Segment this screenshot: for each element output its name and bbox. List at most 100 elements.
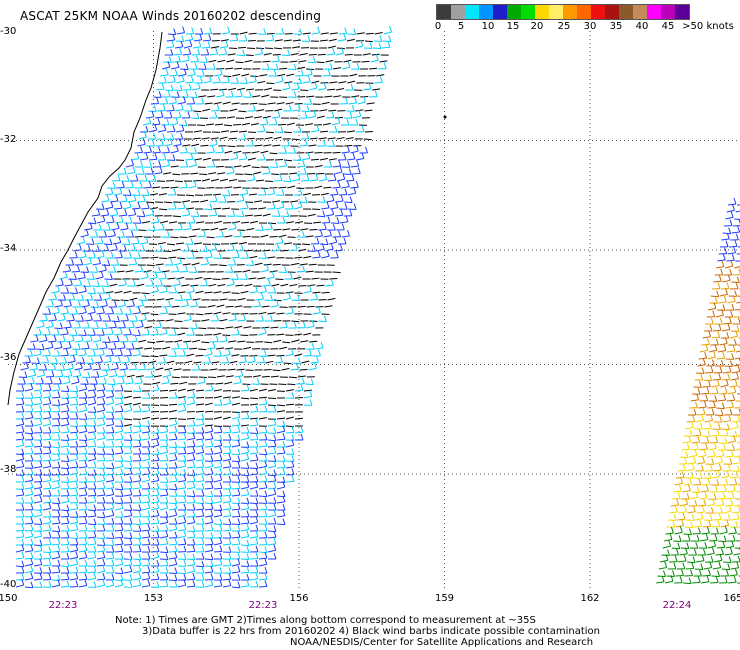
wind-barb bbox=[123, 532, 133, 539]
wind-barb bbox=[167, 75, 176, 84]
wind-barb bbox=[264, 222, 273, 231]
wind-barb bbox=[258, 551, 268, 560]
wind-barb bbox=[141, 495, 151, 504]
wind-barb bbox=[150, 531, 160, 539]
wind-barb bbox=[204, 497, 214, 505]
wind-barb bbox=[150, 538, 160, 546]
wind-barb bbox=[247, 104, 256, 112]
wind-barb bbox=[210, 314, 219, 322]
wind-barb bbox=[136, 244, 145, 252]
wind-barb bbox=[153, 91, 162, 98]
wind-barb bbox=[294, 333, 303, 336]
wind-barb bbox=[195, 531, 205, 539]
wind-barb bbox=[15, 560, 25, 568]
wind-barb bbox=[261, 63, 270, 70]
wind-barb bbox=[364, 40, 373, 43]
legend-swatch bbox=[661, 5, 675, 19]
wind-barb bbox=[33, 439, 43, 448]
wind-barb bbox=[118, 278, 127, 287]
wind-barb bbox=[15, 488, 25, 497]
wind-barb bbox=[105, 454, 115, 462]
wind-barb bbox=[87, 581, 97, 588]
wind-barb bbox=[210, 178, 219, 182]
wind-barb bbox=[222, 453, 232, 462]
wind-barb bbox=[162, 60, 171, 70]
wind-barb bbox=[324, 305, 333, 308]
wind-barb bbox=[216, 327, 225, 330]
wind-barb bbox=[303, 255, 312, 259]
wind-barb bbox=[195, 290, 204, 294]
wind-barb bbox=[332, 181, 341, 189]
wind-barb bbox=[62, 376, 71, 385]
wind-barb bbox=[159, 354, 168, 357]
wind-barb bbox=[48, 293, 58, 301]
wind-barb bbox=[42, 489, 52, 497]
wind-barb bbox=[285, 455, 295, 462]
wind-barb bbox=[177, 426, 187, 434]
wind-barb bbox=[87, 461, 97, 469]
wind-barb bbox=[720, 429, 729, 437]
wind-barb bbox=[150, 328, 159, 336]
wind-barb bbox=[719, 387, 728, 395]
wind-barb bbox=[696, 554, 705, 563]
wind-barb bbox=[75, 294, 85, 301]
wind-barb bbox=[271, 173, 280, 176]
wind-barb bbox=[235, 210, 245, 217]
wind-barb bbox=[105, 291, 114, 294]
wind-barb bbox=[105, 481, 115, 490]
wind-barb bbox=[231, 251, 240, 259]
wind-barb bbox=[260, 264, 269, 273]
wind-barb bbox=[240, 516, 250, 525]
wind-barb bbox=[674, 526, 683, 535]
wind-barb bbox=[60, 495, 70, 504]
wind-barb bbox=[266, 82, 275, 85]
wind-barb bbox=[31, 357, 40, 365]
wind-barb bbox=[337, 153, 347, 161]
wind-barb bbox=[69, 502, 79, 511]
wind-barb bbox=[33, 488, 43, 497]
wind-barb bbox=[33, 572, 43, 581]
wind-barb bbox=[213, 399, 223, 406]
wind-barb bbox=[298, 60, 307, 63]
wind-barb bbox=[318, 315, 327, 323]
wind-barb bbox=[80, 378, 89, 385]
wind-barb bbox=[204, 532, 214, 539]
wind-barb bbox=[197, 229, 206, 238]
wind-barb bbox=[116, 231, 126, 238]
wind-barb bbox=[87, 572, 97, 581]
wind-barb bbox=[195, 497, 205, 504]
wind-barb bbox=[204, 455, 214, 463]
wind-barb bbox=[141, 440, 151, 448]
wind-barb bbox=[307, 172, 316, 175]
legend-label: 45 bbox=[661, 21, 675, 32]
wind-barb bbox=[170, 165, 179, 168]
wind-barb bbox=[60, 573, 70, 581]
wind-barb bbox=[141, 552, 151, 560]
wind-barb bbox=[98, 230, 108, 238]
wind-barb bbox=[211, 361, 220, 364]
wind-barb bbox=[218, 264, 227, 267]
wind-barb bbox=[51, 433, 61, 441]
wind-barb bbox=[222, 524, 232, 532]
wind-barb bbox=[221, 277, 230, 280]
wind-barb bbox=[69, 308, 78, 315]
wind-barb bbox=[266, 187, 276, 196]
wind-barb bbox=[262, 249, 271, 252]
wind-barb bbox=[701, 478, 711, 486]
wind-barb bbox=[132, 553, 142, 561]
wind-barb bbox=[33, 544, 43, 553]
wind-barb bbox=[146, 201, 155, 204]
wind-barb bbox=[246, 173, 256, 182]
wind-barb bbox=[331, 217, 340, 224]
wind-barb bbox=[303, 285, 312, 294]
wind-barb bbox=[60, 538, 70, 546]
wind-barb bbox=[186, 388, 195, 392]
wind-barb bbox=[277, 216, 286, 224]
wind-barb bbox=[309, 340, 318, 343]
wind-barb bbox=[727, 295, 736, 304]
wind-barb bbox=[168, 453, 178, 462]
wind-barb bbox=[293, 276, 302, 280]
wind-barb bbox=[733, 408, 740, 416]
wind-barb bbox=[242, 269, 251, 273]
wind-barb bbox=[258, 433, 268, 441]
